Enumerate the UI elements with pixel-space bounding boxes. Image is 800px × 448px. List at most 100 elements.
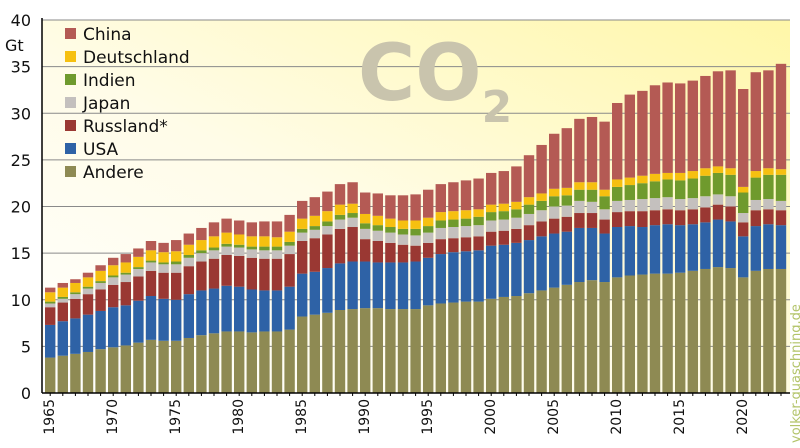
bar-segment [158,272,169,299]
bar-segment [82,288,94,295]
bar-stack-2011 [624,94,635,393]
bar-segment [775,200,787,211]
bar-segment [612,179,623,187]
bar-segment [410,245,421,262]
bar-segment [511,296,522,393]
legend-label: Japan [82,94,130,114]
bar-segment [158,242,169,253]
bar-stack-1992 [385,195,396,393]
bar-segment [385,218,396,228]
bar-segment [95,282,106,290]
bar-segment [297,218,308,229]
bar-segment [624,211,635,227]
bar-segment [486,245,497,299]
bar-segment [486,231,497,246]
bar-segment [271,250,283,259]
bar-segment [511,166,522,202]
legend-swatch [65,166,76,177]
bar-segment [712,194,724,205]
bar-segment [246,246,257,250]
bar-segment [675,180,686,200]
bar-segment [397,228,409,235]
bar-segment [309,197,320,216]
bar-segment [725,168,736,175]
bar-segment [145,241,157,251]
bar-segment [561,187,572,196]
bar-segment [145,250,157,261]
bar-stack-1988 [334,184,346,393]
bar-segment [763,174,774,200]
bar-segment [775,210,787,226]
bar-stack-1968 [82,272,94,393]
bar-segment [423,189,434,218]
bar-segment [750,270,761,393]
bar-segment [347,203,358,214]
bar-segment [246,257,257,290]
bar-segment [775,174,787,201]
bar-segment [82,314,94,352]
bar-segment [649,85,661,174]
y-tick-label: 0 [21,384,31,403]
bar-stack-1991 [372,193,383,393]
bar-segment [82,294,94,315]
bar-segment [750,226,761,271]
bar-segment [95,265,106,271]
bar-segment [347,261,358,310]
bar-segment [637,274,648,393]
bar-segment [599,121,610,190]
bar-stack-2008 [586,116,598,393]
bar-segment [561,284,572,393]
bar-segment [171,240,182,252]
legend-swatch [65,143,76,154]
bar-segment [523,213,535,226]
bar-segment [435,184,446,213]
bar-stack-1985 [297,200,308,393]
bar-segment [196,250,207,254]
bar-segment [45,357,56,393]
bar-segment [662,197,673,210]
bar-segment [82,277,94,287]
bar-segment [435,239,446,255]
bar-segment [297,273,308,317]
y-tick-label: 40 [11,11,31,30]
bar-segment [599,189,610,197]
bar-segment [120,345,131,393]
bar-segment [637,227,648,275]
bar-segment [221,254,232,286]
y-tick-labels: 0 5 10 15 20 25 30 35 40 [11,11,31,403]
bar-segment [246,332,257,393]
bar-segment [397,234,409,245]
bar-segment [763,168,774,175]
bar-segment [397,195,409,221]
bar-segment [675,199,686,211]
bar-segment [763,268,774,393]
bar-segment [259,331,270,393]
bar-segment [775,225,787,269]
bar-segment [133,276,144,301]
bar-segment [145,260,157,263]
bar-segment [183,337,194,393]
bar-segment [738,213,749,223]
bar-stack-2023 [775,63,787,393]
x-tick-label: 1990 [357,399,373,435]
bar-segment [208,258,220,289]
bar-segment [700,75,711,169]
bar-segment [586,227,598,281]
bar-segment [763,209,774,225]
bar-segment [284,214,295,232]
bar-segment [196,253,207,262]
bar-segment [120,305,131,346]
bar-segment [360,213,371,224]
bar-segment [624,94,635,178]
bar-segment [196,335,207,393]
bar-segment [712,204,724,220]
legend-label: Deutschland [83,48,190,68]
bar-segment [687,224,698,271]
bar-segment [536,236,547,291]
bar-segment [120,272,131,275]
x-tick-label: 2010 [609,399,625,435]
bar-segment [586,189,598,202]
legend-item: Deutschland [65,48,190,68]
bar-segment [486,212,497,221]
bar-segment [183,233,194,245]
